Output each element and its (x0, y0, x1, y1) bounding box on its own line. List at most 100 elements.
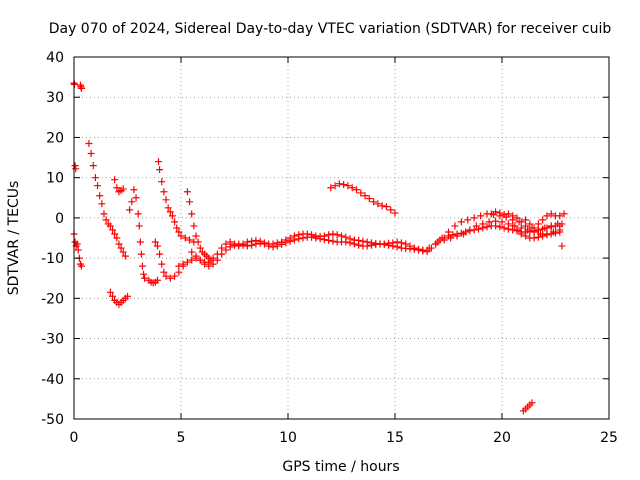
series-arc9 (151, 238, 187, 282)
data-point (77, 84, 85, 92)
y-tick-label: -50 (41, 412, 64, 428)
data-point (524, 226, 532, 234)
data-point (539, 216, 547, 224)
data-point (361, 192, 369, 200)
data-point (445, 228, 452, 236)
data-point (113, 234, 121, 242)
data-point (155, 158, 163, 166)
series-arc5 (106, 288, 131, 308)
y-tick-label: 10 (46, 171, 64, 187)
data-point (556, 212, 564, 220)
data-point (179, 260, 187, 268)
data-point (365, 195, 373, 203)
series-arc6 (111, 176, 127, 196)
data-point (380, 240, 388, 248)
data-point (393, 243, 401, 251)
data-point (239, 241, 247, 249)
data-point (526, 220, 534, 228)
data-point (269, 243, 277, 251)
data-point (374, 200, 382, 208)
data-point (464, 216, 472, 224)
data-point (522, 232, 530, 240)
data-point (410, 245, 418, 253)
data-point (222, 246, 230, 254)
data-point (175, 228, 183, 236)
data-point (141, 274, 149, 282)
data-point (213, 256, 221, 264)
data-point (331, 182, 339, 190)
data-point (102, 216, 110, 224)
data-point (132, 194, 140, 202)
data-point (552, 229, 559, 237)
data-point (186, 236, 194, 244)
data-point (87, 150, 95, 158)
data-point (117, 244, 125, 252)
data-point (177, 232, 185, 240)
data-points (70, 79, 568, 415)
data-point (389, 242, 397, 250)
y-tick-label: 30 (46, 90, 64, 106)
data-point (509, 212, 517, 220)
data-point (541, 224, 549, 232)
data-point (485, 218, 493, 226)
data-point (513, 226, 521, 234)
data-point (196, 256, 204, 264)
data-point (492, 217, 500, 225)
data-point (188, 248, 196, 256)
data-point (338, 232, 345, 240)
data-point (355, 241, 363, 249)
data-point (226, 243, 234, 251)
data-point (273, 242, 281, 250)
data-point (363, 242, 371, 250)
data-point (231, 241, 238, 249)
data-point (385, 241, 393, 249)
data-point (517, 224, 525, 232)
data-point (166, 208, 174, 216)
data-point (77, 262, 85, 270)
axis-ticks: 0 5 10 15 20 25 -50 -40 -30 -20 -10 0 10 20 30 40 (41, 50, 618, 446)
data-point (153, 242, 161, 250)
data-point (342, 238, 350, 246)
data-point (256, 239, 264, 247)
data-point (89, 162, 97, 170)
data-point (106, 288, 114, 296)
data-point (513, 214, 521, 222)
data-point (534, 220, 542, 228)
data-point (96, 192, 104, 200)
y-tick-label: -10 (41, 251, 64, 267)
data-point (348, 184, 356, 192)
data-point (175, 268, 183, 276)
data-point (451, 222, 459, 230)
data-point (190, 222, 198, 230)
data-point (419, 247, 427, 255)
data-point (100, 210, 108, 218)
data-point (391, 209, 399, 217)
y-tick-label: -20 (41, 291, 64, 307)
data-point (517, 218, 525, 226)
plot-frame (73, 56, 610, 420)
series-arc16 (487, 208, 568, 232)
series-arc13 (188, 233, 431, 270)
data-point (522, 216, 530, 224)
data-point (530, 224, 538, 232)
data-point (140, 270, 148, 278)
data-point (162, 196, 170, 204)
data-point (181, 234, 189, 242)
data-point (509, 222, 517, 230)
data-point (325, 236, 333, 244)
data-point (156, 166, 164, 174)
data-point (329, 237, 337, 245)
data-point (135, 222, 143, 230)
data-point (504, 210, 512, 218)
data-point (115, 240, 123, 248)
data-point (295, 235, 303, 243)
y-tick-label: -40 (41, 372, 64, 388)
data-point (504, 220, 512, 228)
data-point (171, 272, 179, 280)
series-arc1 (70, 79, 80, 173)
data-point (425, 244, 433, 252)
data-point (335, 180, 343, 188)
data-point (175, 262, 183, 270)
data-point (243, 242, 251, 250)
data-point (183, 258, 191, 266)
